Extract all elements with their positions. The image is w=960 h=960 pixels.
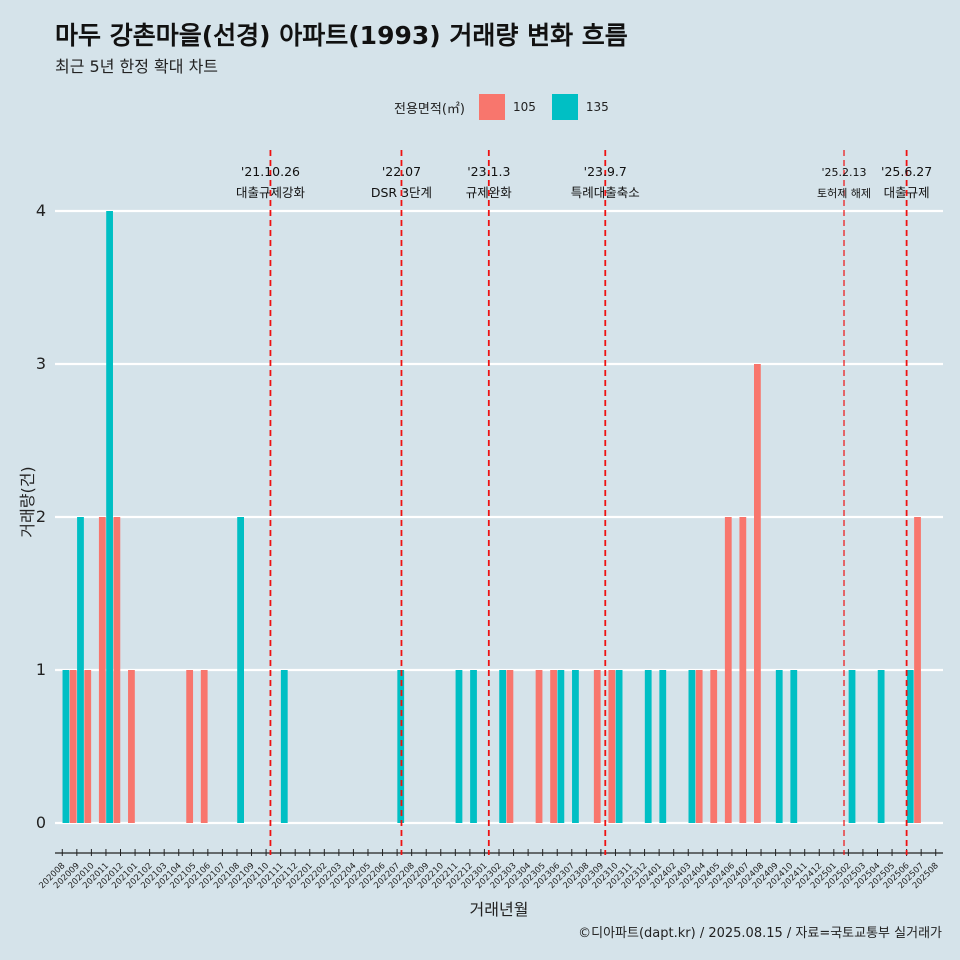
event-date-label: '23.1.3 bbox=[467, 164, 510, 179]
bar-105-202011 bbox=[98, 517, 106, 823]
bar-135-202310 bbox=[615, 670, 623, 823]
event-name-label: 특례대출축소 bbox=[571, 185, 640, 200]
event-date-label: '22.07 bbox=[382, 164, 421, 179]
event-date-label: '25.2.13 bbox=[822, 166, 867, 179]
event-name-label: DSR 3단계 bbox=[371, 185, 432, 200]
legend-label-135: 135 bbox=[585, 100, 609, 114]
bar-105-202405 bbox=[710, 670, 718, 823]
bar-135-202306 bbox=[557, 670, 565, 823]
event-date-label: '21.10.26 bbox=[241, 164, 300, 179]
source-caption: ©디아파트(dapt.kr) / 2025.08.15 / 자료=국토교통부 실… bbox=[578, 926, 942, 941]
legend-label-105: 105 bbox=[512, 100, 536, 114]
bar-135-202212 bbox=[470, 670, 477, 823]
bar-105-202407 bbox=[739, 517, 747, 823]
bar-105-202012 bbox=[113, 517, 121, 823]
y-tick-label: 1 bbox=[36, 660, 46, 679]
event-name-label: 대출규제 bbox=[884, 185, 930, 200]
bar-105-202306 bbox=[550, 670, 557, 823]
bar-135-202312 bbox=[644, 670, 652, 823]
legend-swatch-135 bbox=[551, 94, 578, 120]
bar-105-202507 bbox=[914, 517, 921, 823]
bar-135-202502 bbox=[848, 670, 856, 823]
bar-105-202101 bbox=[128, 670, 135, 823]
legend-swatch-105 bbox=[478, 94, 505, 120]
event-date-label: '23.9.7 bbox=[584, 164, 627, 179]
bar-105-202303 bbox=[506, 670, 514, 823]
y-axis-title: 거래량(건) bbox=[18, 466, 37, 537]
bar-135-202401 bbox=[659, 670, 667, 823]
bar-135-202506 bbox=[906, 670, 914, 823]
y-tick-label: 0 bbox=[36, 813, 46, 832]
bar-135-202211 bbox=[455, 670, 463, 823]
event-name-label: 규제완화 bbox=[466, 185, 513, 200]
bar-135-202302 bbox=[499, 670, 507, 823]
bar-135-202108 bbox=[237, 517, 244, 823]
bar-105-202309 bbox=[593, 670, 601, 823]
bar-135-202008 bbox=[62, 670, 70, 823]
y-tick-label: 3 bbox=[36, 354, 46, 373]
event-date-label: '25.6.27 bbox=[881, 164, 932, 179]
legend-entry-105: 105 bbox=[478, 94, 536, 120]
bar-105-202106 bbox=[200, 670, 208, 823]
bar-135-202011 bbox=[106, 211, 113, 823]
bar-135-202504 bbox=[877, 670, 885, 823]
bar-135-202207 bbox=[397, 670, 405, 823]
bar-135-202409 bbox=[775, 670, 783, 823]
bar-105-202009 bbox=[69, 670, 77, 823]
chart-subtitle: 최근 5년 한정 확대 차트 bbox=[55, 57, 219, 76]
bar-105-202105 bbox=[186, 670, 194, 823]
bar-135-202307 bbox=[572, 670, 579, 823]
bar-105-202404 bbox=[695, 670, 703, 823]
bar-135-202111 bbox=[280, 670, 288, 823]
legend-entry-135: 135 bbox=[551, 94, 609, 120]
y-tick-label: 4 bbox=[36, 201, 46, 220]
bar-135-202009 bbox=[77, 517, 84, 823]
event-name-label: 대출규제강화 bbox=[236, 185, 306, 200]
bar-105-202406 bbox=[724, 517, 732, 823]
bar-105-202305 bbox=[535, 670, 543, 823]
legend-title: 전용면적(㎡) bbox=[394, 101, 465, 117]
legend: 전용면적(㎡) 105 135 bbox=[394, 94, 617, 120]
y-tick-label: 2 bbox=[36, 507, 46, 526]
bar-105-202010 bbox=[84, 670, 92, 823]
bar-105-202310 bbox=[608, 670, 616, 823]
bar-135-202410 bbox=[790, 670, 798, 823]
bar-135-202403 bbox=[688, 670, 696, 823]
event-name-label: 토허제 해제 bbox=[817, 186, 871, 200]
chart-title: 마두 강촌마을(선경) 아파트(1993) 거래량 변화 흐름 bbox=[55, 21, 628, 50]
bar-105-202408 bbox=[754, 364, 761, 823]
x-axis-title: 거래년월 bbox=[470, 900, 529, 919]
